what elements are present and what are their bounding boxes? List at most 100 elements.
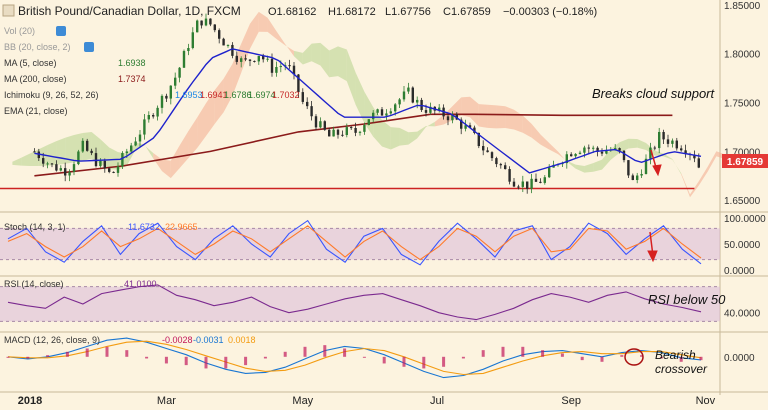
candle-body — [147, 115, 150, 120]
candle-body — [473, 127, 476, 133]
stoch-pane[interactable] — [0, 219, 720, 266]
ichimoku-cloud-segment — [496, 105, 506, 129]
series-line-Signal — [7, 340, 702, 376]
candle-body — [125, 151, 128, 154]
eye-icon[interactable] — [84, 42, 94, 52]
candle-body — [270, 58, 274, 73]
candle-body — [684, 150, 687, 155]
candle-body — [600, 151, 604, 154]
ohlc-high: H1.68172 — [328, 6, 376, 18]
macd-histogram-bar — [481, 350, 485, 357]
ichimoku-cloud-segment — [47, 141, 57, 166]
candle-body — [143, 119, 146, 135]
candle-body — [90, 150, 93, 154]
macd-value: 0.0018 — [228, 335, 256, 345]
rsi-label: RSI (14, close) — [4, 279, 64, 289]
macd-histogram-bar — [244, 356, 248, 366]
candle-body — [99, 160, 102, 167]
candle-body — [77, 151, 80, 165]
vol-label: Vol (20) — [4, 26, 35, 36]
candle-body — [429, 106, 432, 113]
macd-histogram-bar — [323, 345, 327, 357]
macd-histogram-bar — [184, 356, 188, 366]
candle-body — [526, 181, 529, 189]
macd-histogram-bar — [85, 348, 89, 357]
macd-histogram-bar — [26, 356, 30, 359]
candle-body — [46, 163, 49, 165]
ichimoku-cloud-segment — [566, 160, 576, 169]
macd-histogram-bar — [560, 353, 564, 357]
candle-body — [653, 147, 656, 149]
candle-body — [209, 18, 212, 25]
price-tick-label: 1.75000 — [724, 99, 761, 110]
candle-body — [345, 127, 348, 135]
ichimoku-cloud-segment — [144, 144, 154, 159]
ichimoku-cloud-segment — [188, 117, 198, 159]
candle-body — [354, 127, 357, 133]
candle-body — [292, 65, 296, 75]
candle-body — [253, 60, 256, 62]
ichimoku-cloud-segment — [109, 147, 118, 170]
candle-body — [402, 91, 406, 100]
candle-body — [640, 173, 643, 176]
candle-body — [521, 181, 524, 187]
candle-body — [174, 77, 177, 86]
macd-pane[interactable] — [6, 337, 703, 379]
candle-body — [301, 92, 304, 102]
candle-body — [156, 107, 159, 117]
candle-body — [636, 175, 639, 181]
candle-body — [328, 129, 331, 137]
candle-body — [81, 140, 84, 152]
macd-histogram-bar — [402, 356, 406, 367]
ichimoku-cloud-segment — [584, 163, 594, 173]
candle-body — [64, 168, 67, 176]
candle-body — [446, 116, 450, 121]
candle-body — [33, 151, 36, 153]
candle-body — [482, 146, 485, 151]
candle-body — [332, 129, 335, 137]
eye-icon[interactable] — [56, 26, 66, 36]
candle-body — [204, 18, 208, 26]
macd-histogram-bar — [521, 346, 525, 357]
candle-body — [68, 171, 71, 176]
ichimoku-cloud-segment — [434, 114, 444, 127]
ichimoku-cloud-segment — [549, 143, 558, 155]
ema21-line — [34, 48, 702, 174]
time-tick-label: 2018 — [18, 395, 42, 407]
ichimoku-cloud-segment — [241, 23, 250, 73]
ichimoku-cloud-segment — [197, 103, 206, 148]
time-tick-label: Mar — [157, 395, 176, 407]
ichimoku-cloud-segment — [179, 131, 189, 169]
candle-body — [240, 58, 243, 62]
ichimoku-label: Ichimoku (9, 26, 52, 26) — [4, 90, 99, 100]
ichimoku-cloud-segment — [302, 43, 312, 65]
candle-body — [235, 55, 238, 62]
price-axis[interactable] — [720, 0, 768, 410]
candle-body — [248, 59, 252, 61]
ichimoku-cloud-segment — [522, 115, 532, 138]
ichimoku-cloud-segment — [214, 78, 224, 124]
last-price-value: 1.67859 — [727, 157, 764, 168]
candle-body — [130, 145, 133, 152]
candle-body — [468, 125, 472, 128]
time-tick-label: Nov — [696, 395, 716, 407]
ichimoku-cloud-segment — [153, 153, 162, 172]
ichimoku-cloud-segment — [408, 131, 418, 145]
candle-body — [424, 110, 428, 113]
ichimoku-cloud-segment — [593, 159, 602, 172]
collapse-icon[interactable] — [2, 4, 15, 17]
candle-body — [323, 121, 326, 130]
macd-histogram-bar — [343, 348, 347, 357]
down-arrow-icon — [647, 231, 658, 263]
ichimoku-cloud-segment — [311, 42, 321, 66]
candle-body — [460, 119, 463, 129]
ichimoku-cloud-segment — [417, 125, 426, 139]
candle-body — [297, 74, 300, 93]
ichimoku-cloud-segment — [267, 17, 277, 39]
candle-body — [477, 132, 480, 147]
price-pane[interactable] — [0, 11, 734, 198]
macd-histogram-bar — [541, 350, 545, 357]
candle-body — [72, 164, 76, 172]
rsi-pane[interactable] — [0, 284, 720, 322]
